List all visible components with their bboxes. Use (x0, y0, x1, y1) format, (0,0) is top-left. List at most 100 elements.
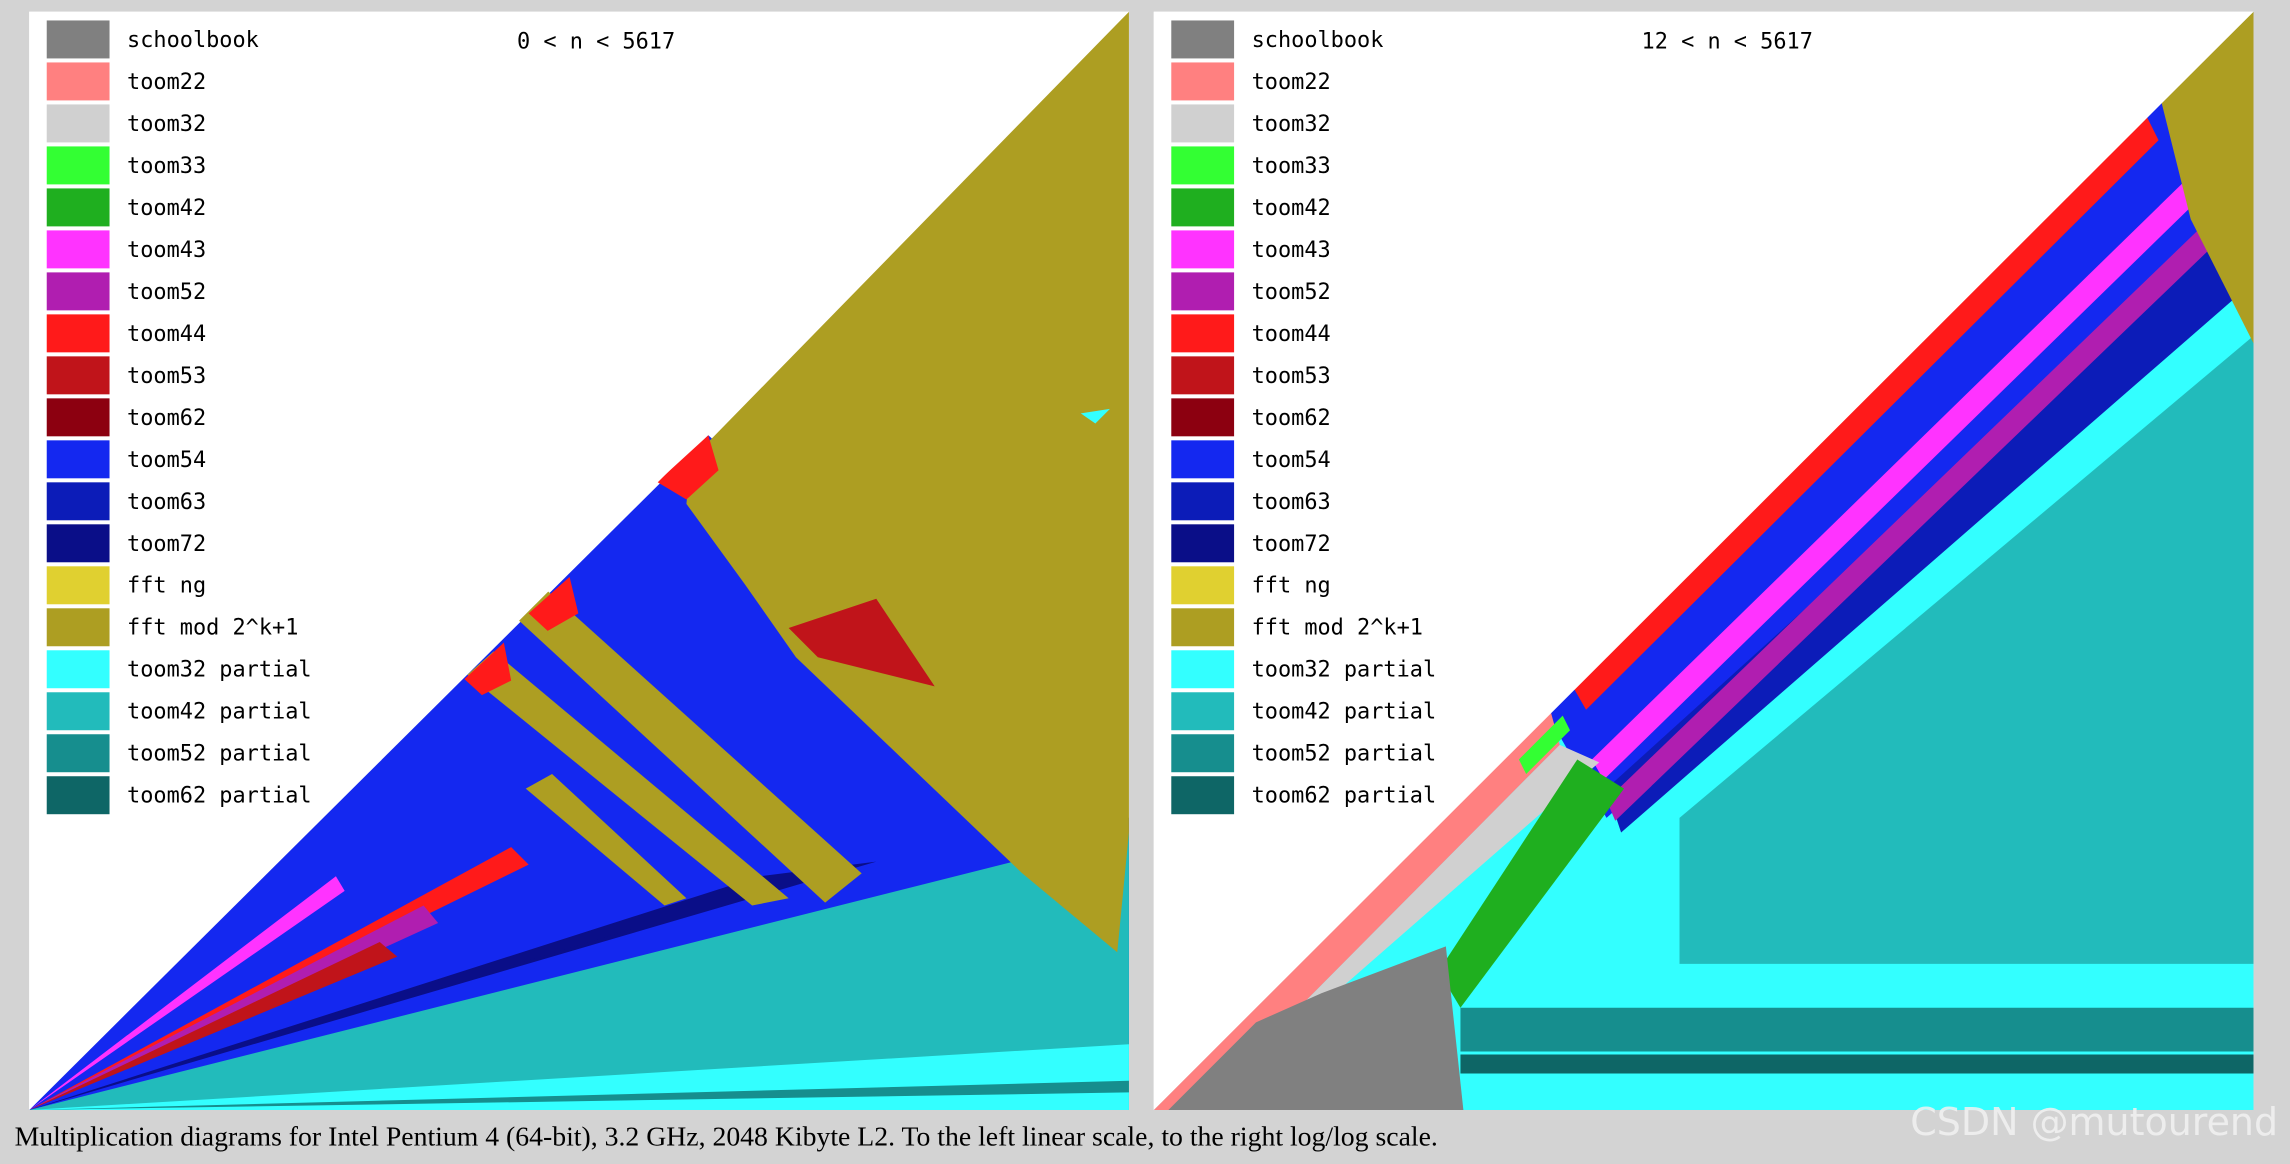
legend-swatch (46, 272, 110, 311)
algorithm-region (1518, 715, 1570, 775)
legend-swatch (1171, 440, 1235, 479)
legend-swatch (46, 230, 110, 269)
legend-label: toom72 (127, 532, 206, 557)
algorithm-region (1460, 1054, 2254, 1074)
legend-swatch (46, 356, 110, 395)
algorithm-region (686, 11, 1129, 953)
legend-label: fft ng (127, 574, 206, 599)
legend-swatch (46, 734, 110, 773)
legend-swatch (1171, 524, 1235, 563)
algorithm-region (29, 832, 1129, 1110)
algorithm-region (1679, 335, 2254, 964)
legend-label: fft mod 2^k+1 (127, 616, 298, 641)
legend-label: toom32 (1252, 112, 1331, 137)
legend-label: toom53 (1252, 364, 1331, 389)
legend-label: toom52 partial (1252, 742, 1437, 767)
algorithm-region (1591, 175, 2203, 780)
legend-label: toom54 (1252, 448, 1331, 473)
legend-swatch (46, 62, 110, 101)
legend-label: toom62 (1252, 406, 1331, 431)
algorithm-region (1606, 216, 2223, 821)
legend-label: toom63 (1252, 490, 1331, 515)
legend-swatch (1171, 356, 1235, 395)
legend-label: toom42 (1252, 196, 1331, 221)
legend-swatch (46, 188, 110, 227)
legend-swatch (46, 146, 110, 185)
legend-swatch (46, 440, 110, 479)
legend-swatch (1171, 650, 1235, 689)
legend-label: toom44 (127, 322, 206, 347)
algorithm-region (657, 435, 719, 500)
legend-label: toom52 (1252, 280, 1331, 305)
legend-swatch (46, 20, 110, 59)
legend-label: toom72 (1252, 532, 1331, 557)
legend-label: toom62 partial (1252, 784, 1437, 809)
legend-swatch (1171, 776, 1235, 815)
legend-swatch (46, 692, 110, 731)
algorithm-region (1080, 408, 1110, 424)
watermark: CSDN @mutourend (1910, 1100, 2278, 1144)
legend-swatch (46, 314, 110, 353)
legend-swatch (46, 524, 110, 563)
caption: Multiplication diagrams for Intel Pentiu… (15, 1122, 1438, 1153)
legend-label: toom22 (1252, 70, 1331, 95)
legend-swatch (46, 650, 110, 689)
legend-label: toom32 (127, 112, 206, 137)
legend-swatch (1171, 230, 1235, 269)
legend-label: fft ng (1252, 574, 1331, 599)
legend-label: toom62 partial (127, 784, 312, 809)
labels: 0 < n < 5617 schoolbook toom22 toom32 toom33… (46, 20, 1813, 815)
legend-label: toom44 (1252, 322, 1331, 347)
legend-swatch (1171, 314, 1235, 353)
legend-swatch (1171, 188, 1235, 227)
legend-label: toom43 (1252, 238, 1331, 263)
algorithm-region (1438, 759, 1625, 1008)
algorithm-region (29, 876, 345, 1110)
algorithm-region (2161, 11, 2254, 344)
legend-swatch (1171, 398, 1235, 437)
algorithm-region (528, 576, 579, 631)
algorithm-region (1168, 946, 1464, 1110)
legend-label: toom32 partial (127, 658, 312, 683)
algorithm-region (29, 905, 439, 1110)
legend-swatch (1171, 62, 1235, 101)
legend-label: toom22 (127, 70, 206, 95)
legend-swatch (1171, 272, 1235, 311)
algorithm-region (467, 651, 789, 906)
blank-area (29, 11, 1129, 1110)
legend-label: toom62 (127, 406, 206, 431)
legend-swatch (1171, 608, 1235, 647)
legend-label: schoolbook (1252, 28, 1384, 53)
legend-label: toom32 partial (1252, 658, 1437, 683)
algorithm-region (29, 942, 398, 1110)
blank-area (1153, 11, 2254, 1110)
legend-label: toom33 (127, 154, 206, 179)
legend-label: schoolbook (127, 28, 259, 53)
legend-swatch (1171, 566, 1235, 605)
algorithm-region (525, 774, 687, 906)
algorithm-region (1153, 712, 1560, 1110)
legend-swatch (46, 104, 110, 143)
legend-swatch (1171, 146, 1235, 185)
legend-label: fft mod 2^k+1 (1252, 616, 1423, 641)
legend-swatch (46, 566, 110, 605)
algorithm-region (29, 1080, 1129, 1110)
algorithm-region (1606, 233, 2242, 833)
legend-swatch (1171, 482, 1235, 521)
legend-swatch (1171, 734, 1235, 773)
legend-label: toom53 (127, 364, 206, 389)
legend-label: toom42 (127, 196, 206, 221)
legend-swatch (1171, 20, 1235, 59)
legend-label: toom42 partial (127, 700, 312, 725)
legend-label: toom54 (127, 448, 206, 473)
legend-label: toom33 (1252, 154, 1331, 179)
legend-swatch (46, 482, 110, 521)
legend-label: toom63 (127, 490, 206, 515)
algorithm-region (788, 598, 935, 687)
range-label: 0 < n < 5617 (517, 29, 675, 54)
legend-label: toom52 partial (127, 742, 312, 767)
algorithm-region (1460, 1007, 2254, 1052)
legend-label: toom43 (127, 238, 206, 263)
